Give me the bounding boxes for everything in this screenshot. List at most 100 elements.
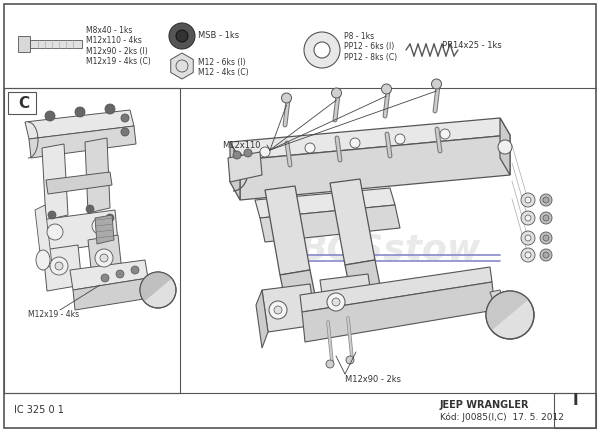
Circle shape [521, 231, 535, 245]
Polygon shape [42, 144, 68, 220]
Polygon shape [302, 282, 495, 342]
Circle shape [540, 232, 552, 244]
Polygon shape [320, 274, 374, 322]
Polygon shape [95, 215, 114, 244]
Text: Kód: J0085(I,C)  17. 5. 2012: Kód: J0085(I,C) 17. 5. 2012 [440, 412, 564, 422]
Circle shape [543, 197, 549, 203]
Circle shape [540, 249, 552, 261]
Circle shape [543, 215, 549, 221]
Circle shape [244, 149, 252, 157]
Polygon shape [35, 205, 52, 270]
Circle shape [105, 104, 115, 114]
Circle shape [543, 252, 549, 258]
Polygon shape [171, 53, 193, 79]
Circle shape [525, 197, 531, 203]
Polygon shape [85, 138, 110, 213]
Polygon shape [330, 179, 375, 265]
Circle shape [269, 301, 287, 319]
Text: C: C [18, 96, 29, 111]
Ellipse shape [36, 250, 50, 270]
Polygon shape [30, 40, 82, 48]
Circle shape [101, 274, 109, 282]
Circle shape [498, 140, 512, 154]
Polygon shape [230, 142, 240, 200]
Circle shape [332, 298, 340, 306]
Circle shape [525, 235, 531, 241]
Circle shape [47, 224, 63, 240]
Polygon shape [500, 118, 510, 175]
Text: M8x40 - 1ks
M12x110 - 4ks
M12x90 - 2ks (I)
M12x19 - 4ks (C): M8x40 - 1ks M12x110 - 4ks M12x90 - 2ks (… [86, 26, 151, 66]
Polygon shape [280, 270, 315, 300]
Circle shape [55, 262, 63, 270]
Circle shape [350, 138, 360, 148]
Bar [4, 88, 180, 393]
Circle shape [486, 291, 534, 339]
Circle shape [326, 360, 334, 368]
Text: M12 - 6ks (I)
M12 - 4ks (C): M12 - 6ks (I) M12 - 4ks (C) [198, 58, 248, 77]
Circle shape [169, 23, 195, 49]
Circle shape [346, 356, 354, 364]
Circle shape [525, 215, 531, 221]
Polygon shape [256, 290, 268, 348]
Circle shape [95, 249, 113, 267]
Circle shape [75, 107, 85, 117]
Polygon shape [25, 110, 134, 139]
Text: MSB - 1ks: MSB - 1ks [198, 31, 239, 40]
Polygon shape [240, 135, 510, 200]
Circle shape [86, 205, 94, 213]
Circle shape [540, 212, 552, 224]
Circle shape [48, 211, 56, 219]
Circle shape [121, 114, 129, 122]
Polygon shape [88, 235, 122, 278]
Circle shape [543, 235, 549, 241]
Circle shape [525, 252, 531, 258]
Circle shape [274, 306, 282, 314]
Polygon shape [40, 210, 118, 253]
Text: I: I [572, 393, 578, 408]
Circle shape [260, 147, 270, 157]
Circle shape [521, 248, 535, 262]
Bar [554, 393, 596, 428]
Bar [8, 92, 36, 114]
Circle shape [521, 193, 535, 207]
Circle shape [116, 270, 124, 278]
Circle shape [140, 272, 176, 308]
Circle shape [45, 111, 55, 121]
Polygon shape [43, 245, 82, 291]
Circle shape [540, 194, 552, 206]
Polygon shape [29, 126, 136, 158]
Circle shape [304, 32, 340, 68]
Polygon shape [260, 205, 400, 242]
Text: PR14x25 - 1ks: PR14x25 - 1ks [442, 41, 502, 50]
Wedge shape [486, 291, 529, 330]
Text: BOSstow: BOSstow [299, 233, 481, 267]
Circle shape [281, 93, 292, 103]
Text: P8 - 1ks
PP12 - 6ks (I)
PP12 - 8ks (C): P8 - 1ks PP12 - 6ks (I) PP12 - 8ks (C) [344, 32, 397, 62]
Circle shape [106, 214, 114, 222]
Polygon shape [262, 284, 316, 332]
Wedge shape [140, 272, 172, 302]
Polygon shape [70, 260, 148, 290]
Text: IC 325 0 1: IC 325 0 1 [14, 405, 64, 415]
Polygon shape [230, 118, 510, 160]
Polygon shape [228, 152, 262, 182]
Circle shape [431, 79, 442, 89]
Text: JEEP WRANGLER: JEEP WRANGLER [440, 400, 530, 410]
Circle shape [382, 84, 392, 94]
Circle shape [327, 293, 345, 311]
Circle shape [121, 128, 129, 136]
Text: M12x90 - 2ks: M12x90 - 2ks [345, 375, 401, 384]
Text: M12x110: M12x110 [222, 140, 260, 149]
Circle shape [521, 211, 535, 225]
Circle shape [92, 218, 108, 234]
Circle shape [331, 88, 341, 98]
Circle shape [395, 134, 405, 144]
Circle shape [305, 143, 315, 153]
Polygon shape [265, 186, 310, 275]
Circle shape [176, 30, 188, 42]
Circle shape [50, 257, 68, 275]
Polygon shape [18, 36, 30, 52]
Circle shape [440, 129, 450, 139]
Polygon shape [300, 267, 492, 312]
Circle shape [100, 254, 108, 262]
